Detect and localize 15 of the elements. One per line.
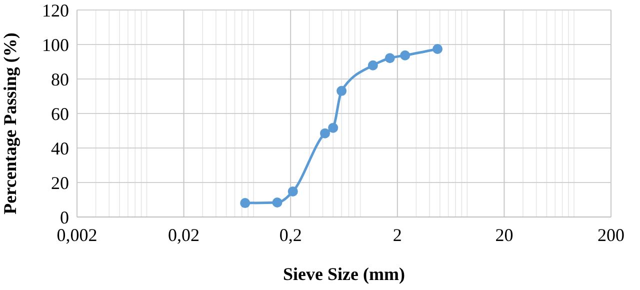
x-tick-label: 0,2 (279, 225, 302, 245)
y-tick-label: 60 (51, 104, 69, 124)
x-tick-label: 2 (392, 225, 402, 245)
y-tick-label: 20 (51, 172, 69, 193)
y-axis-title: Percentage Passing (%) (0, 32, 20, 214)
x-tick-label: 20 (495, 225, 514, 245)
x-tick-label: 0,002 (56, 225, 98, 245)
y-tick-label: 80 (51, 69, 69, 90)
x-tick-label: 0,02 (168, 225, 200, 245)
y-tick-label: 100 (42, 34, 69, 55)
y-tick-label: 40 (51, 138, 69, 158)
y-tick-label: 0 (60, 207, 69, 228)
y-tick-label: 120 (42, 0, 69, 20)
x-axis-title: Sieve Size (mm) (283, 264, 405, 284)
x-tick-label: 200 (598, 225, 624, 245)
